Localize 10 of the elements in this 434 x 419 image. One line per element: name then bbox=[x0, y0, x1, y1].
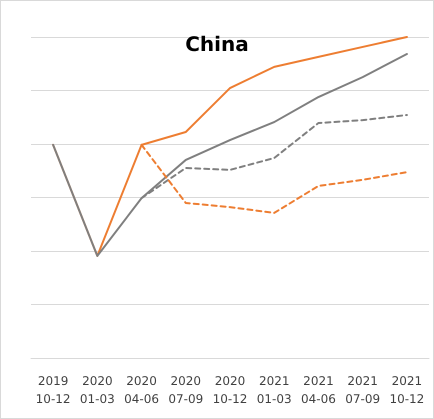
x-tick-label: 2020 07-09 bbox=[168, 374, 204, 406]
x-tick-label: 2020 01-03 bbox=[80, 374, 115, 406]
x-tick-label: 2020 04-06 bbox=[124, 374, 159, 406]
x-tick-label: 2019 10-12 bbox=[36, 374, 71, 406]
x-tick-label: 2021 10-12 bbox=[389, 374, 424, 406]
x-tick-label: 2021 01-03 bbox=[256, 374, 292, 406]
x-tick-label: 2021 04-06 bbox=[301, 374, 336, 406]
x-tick-label: 2021 07-09 bbox=[345, 374, 380, 406]
chart-title: China bbox=[185, 32, 249, 56]
x-tick-label: 2020 10-12 bbox=[212, 374, 248, 406]
